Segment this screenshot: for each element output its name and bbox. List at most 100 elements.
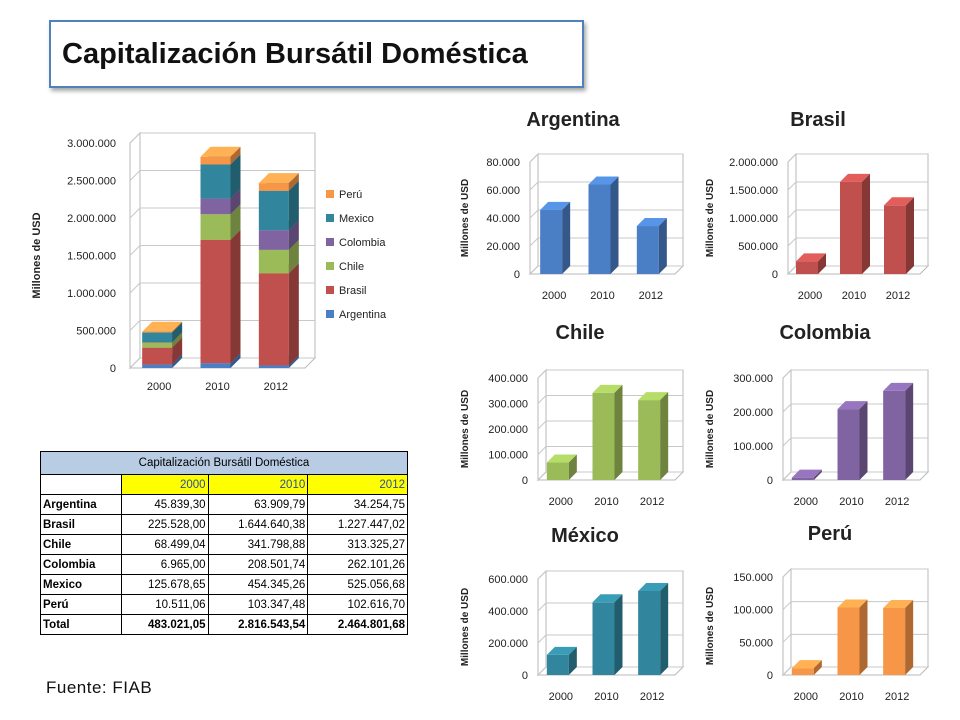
y-tick-label: 2.000.000 [67, 213, 116, 225]
x-tick-label: 2010 [205, 381, 229, 393]
bar-top [791, 469, 822, 478]
gridline [782, 369, 928, 379]
bar-top [592, 594, 623, 603]
peru-bar-chart: Perú 0 50.000 100.000 150.000 Millones de USD… [705, 523, 930, 703]
table-cell: 34.254,75 [307, 494, 408, 515]
y-tick-label: 300.000 [488, 399, 528, 411]
bar-front [142, 341, 173, 343]
table-cell: 454.345,26 [207, 574, 309, 595]
bar-side [230, 353, 241, 368]
legend-swatch [326, 286, 334, 294]
y-axis-label: Millones de USD [460, 179, 471, 257]
chile-bar-chart: Chile 0 100.000 200.000 300.000 400.000 Millon… [460, 322, 685, 508]
x-tick-label: 2012 [639, 290, 663, 302]
gridline [782, 601, 928, 611]
chart-side-wall [537, 569, 547, 677]
x-tick-label: 2000 [549, 691, 573, 703]
bar-front [546, 462, 569, 480]
table-cell: 1.227.447,02 [307, 514, 408, 535]
x-tick-label: 2000 [798, 290, 822, 302]
gridline [537, 446, 683, 455]
bar [638, 392, 669, 480]
bar-front [200, 214, 231, 240]
table-cell: 262.101,26 [307, 554, 408, 575]
bar-top [791, 660, 822, 669]
x-tick-label: 2000 [549, 496, 573, 508]
gridline [129, 320, 315, 331]
bar [636, 218, 667, 274]
x-tick-label: 2012 [264, 381, 288, 393]
y-tick-label: 2.000.000 [729, 157, 778, 169]
bar-side [230, 154, 241, 199]
bar [592, 594, 623, 675]
stacked-bar-segment [200, 146, 241, 165]
legend-swatch [326, 310, 334, 318]
bar-top [884, 197, 914, 206]
gridline [129, 245, 315, 256]
bar-top [540, 201, 571, 210]
gridline [129, 207, 315, 219]
bar [588, 176, 619, 274]
legend-swatch [326, 238, 334, 246]
y-tick-label: 0 [767, 670, 773, 682]
gridline [782, 403, 928, 413]
bar-side [813, 660, 822, 675]
bar-side [568, 646, 577, 675]
bar-side [660, 582, 669, 675]
bar-front [258, 230, 289, 250]
y-axis-label: Millones de USD [460, 390, 471, 468]
y-tick-label: 20.000 [486, 241, 520, 253]
bar [791, 469, 822, 480]
y-tick-label: 0 [522, 475, 528, 487]
table-cell: 45.839,30 [121, 494, 209, 515]
bar-side [288, 180, 299, 231]
gridline [529, 181, 683, 191]
bar-front [837, 409, 860, 480]
bar-side [610, 176, 619, 274]
bar-top [638, 392, 669, 401]
bar-top [638, 582, 669, 591]
y-tick-label: 100.000 [488, 450, 528, 462]
chart-title: Brasil [790, 109, 846, 131]
legend-label: Colombia [339, 237, 386, 249]
bar-front [840, 181, 862, 274]
bar-side [172, 337, 183, 365]
argentina-bar-chart: Argentina 0 20.000 40.000 60.000 80.000 Millon… [460, 109, 685, 302]
bar [592, 384, 623, 480]
title-box: Capitalización Bursátil Doméstica [49, 20, 584, 88]
table-row: Brasil 225.528,00 1.644.640,38 1.227.447… [39, 514, 408, 535]
bar-front [592, 392, 615, 480]
bar-front [796, 261, 818, 274]
bar-front [142, 331, 173, 333]
bar [796, 253, 826, 274]
page-title: Capitalización Bursátil Doméstica [62, 37, 528, 70]
bar-side [288, 220, 299, 250]
bar-front [258, 365, 289, 368]
bar [883, 382, 914, 480]
y-tick-label: 0 [772, 269, 778, 281]
y-tick-label: 500.000 [738, 241, 778, 253]
x-tick-label: 2010 [839, 496, 863, 508]
bar-side [813, 469, 822, 480]
row-label: Brasil [39, 514, 123, 535]
legend-swatch [326, 262, 334, 270]
bar-front [883, 607, 906, 675]
bar-top [200, 146, 241, 157]
bar-side [905, 599, 914, 675]
x-tick-label: 2010 [594, 496, 618, 508]
gridline [537, 634, 683, 644]
bar-side [818, 253, 826, 274]
gridline [537, 666, 683, 676]
bar-top [883, 599, 914, 608]
bar-front [258, 183, 289, 191]
y-tick-label: 1.000.000 [67, 288, 116, 300]
gridline [529, 265, 683, 275]
bar-top [837, 599, 868, 608]
bar-front [884, 205, 906, 274]
x-tick-label: 2012 [885, 691, 909, 703]
row-label: Mexico [39, 574, 123, 595]
chart-title: Perú [808, 523, 852, 545]
source-note: Fuente: FIAB [46, 678, 153, 697]
legend-label: Brasil [339, 285, 367, 297]
bar-side [172, 332, 183, 348]
